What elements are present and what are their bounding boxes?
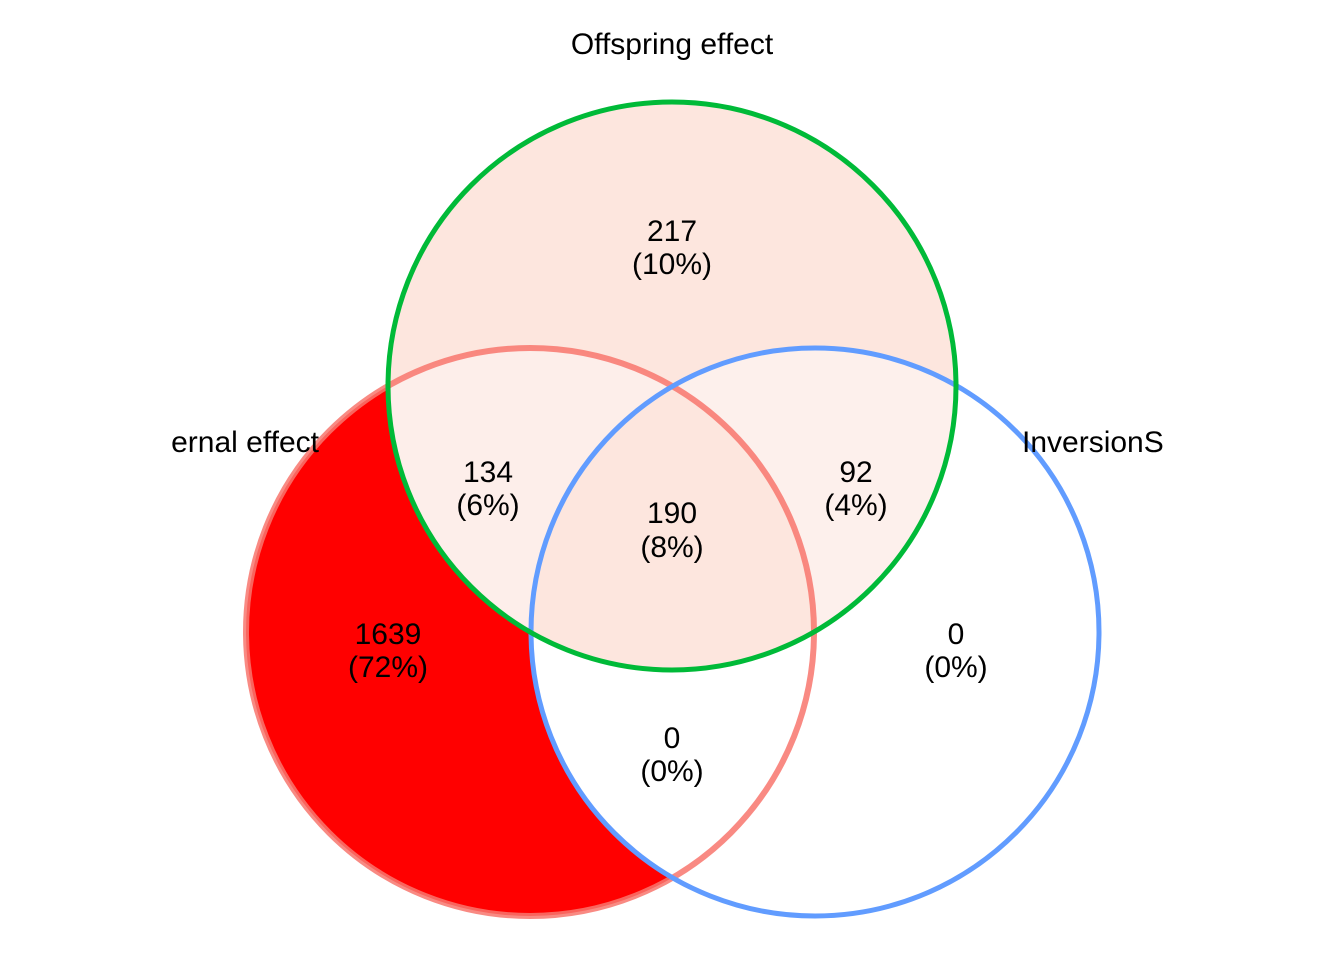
region-percent: (0%) [924, 651, 987, 684]
region-percent: (6%) [456, 489, 519, 522]
region-percent: (10%) [632, 248, 712, 281]
region-count: 190 [647, 497, 697, 530]
maternal-set-label: ernal effect [171, 426, 320, 459]
offspring-set-circle [385, 99, 959, 673]
region-count: 92 [839, 456, 872, 489]
region-maternal-offspring-label: 134 (6%) [456, 456, 519, 522]
region-count: 1639 [355, 618, 422, 651]
region-count: 0 [664, 722, 681, 755]
region-percent: (4%) [824, 489, 887, 522]
region-percent: (72%) [348, 651, 428, 684]
region-inversion-only-label: 0 (0%) [924, 618, 987, 684]
region-percent: (8%) [640, 531, 703, 564]
offspring-set-label: Offspring effect [571, 28, 774, 61]
region-count: 0 [948, 618, 965, 651]
region-maternal-inversion-label: 0 (0%) [640, 722, 703, 788]
region-count: 217 [647, 215, 697, 248]
region-all-three-label: 190 (8%) [640, 497, 703, 564]
inversion-set-label: InversionS [1022, 426, 1164, 459]
region-offspring-only-label: 217 (10%) [632, 215, 712, 281]
region-percent: (0%) [640, 755, 703, 788]
region-offspring-inversion-label: 92 (4%) [824, 456, 887, 522]
region-maternal-only-label: 1639 (72%) [348, 618, 428, 684]
region-count: 134 [463, 456, 513, 489]
